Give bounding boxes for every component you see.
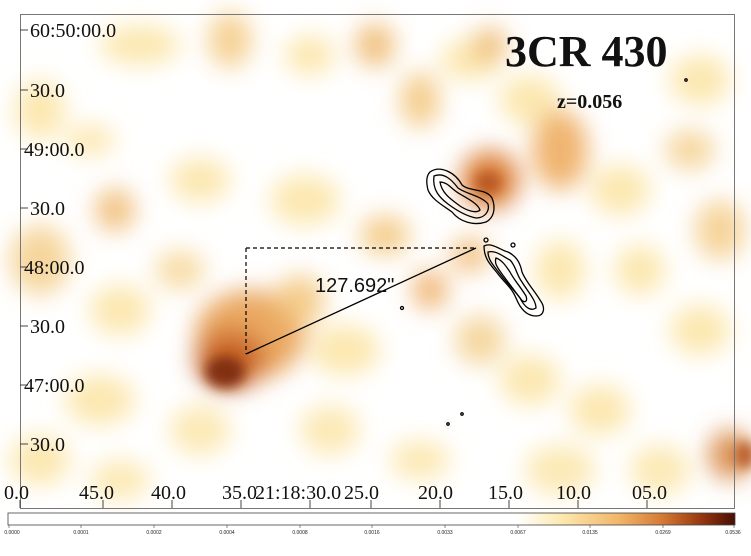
dec-tick-label: 48:00.0: [24, 257, 85, 279]
dec-tick-label: 47:00.0: [24, 375, 85, 397]
dec-tick-label: 30.0: [30, 434, 65, 456]
colorbar-tick-label: 0.0067: [510, 530, 526, 536]
distance-line: [245, 247, 477, 355]
colorbar-tick-label: 0.0536: [725, 530, 741, 536]
dec-tick-label: 30.0: [30, 80, 65, 102]
dec-tick-label: 30.0: [30, 198, 65, 220]
dec-tick-marks: [20, 29, 28, 445]
colorbar-tick-label: 0.0016: [364, 530, 380, 536]
plot-frame: [20, 14, 735, 509]
redshift-label: z=0.056: [557, 91, 623, 113]
ra-tick-label: 15.0: [488, 482, 523, 504]
ra-tick-label: 05.0: [632, 482, 667, 504]
ra-tick-label: 21:18:30.0: [255, 482, 342, 504]
ra-tick-label: 45.0: [79, 482, 114, 504]
ra-tick-label: 20.0: [418, 482, 453, 504]
ra-tick-label: 10.0: [556, 482, 591, 504]
dec-tick-label: 60:50:00.0: [30, 20, 117, 42]
distance-measure: [245, 247, 477, 355]
ra-tick-marks: [19, 500, 648, 508]
ra-tick-label: 25.0: [344, 482, 379, 504]
distance-label: 127.692": [315, 275, 395, 297]
colorbar-tick-label: 0.0008: [292, 530, 308, 536]
colorbar-tick-label: 0.0135: [582, 530, 598, 536]
dec-tick-label: 49:00.0: [24, 139, 85, 161]
ra-tick-label: 35.0: [222, 482, 257, 504]
colorbar: [7, 512, 736, 526]
colorbar-tick-label: 0.0269: [655, 530, 671, 536]
colorbar-ticks: [8, 525, 735, 528]
source-title: 3CR 430: [505, 27, 668, 76]
colorbar-tick-label: 0.0004: [219, 530, 235, 536]
colorbar-tick-label: 0.0002: [146, 530, 162, 536]
peak-emission: [205, 171, 751, 469]
ra-tick-label: 40.0: [151, 482, 186, 504]
colorbar-tick-label: 0.0000: [4, 530, 20, 536]
radio-contours: [399, 78, 688, 426]
colorbar-tick-label: 0.0001: [73, 530, 89, 536]
emission-map: [10, 12, 751, 500]
colorbar-tick-label: 0.0033: [437, 530, 453, 536]
dec-tick-label: 30.0: [30, 316, 65, 338]
ra-tick-label: 0.0: [4, 482, 29, 504]
